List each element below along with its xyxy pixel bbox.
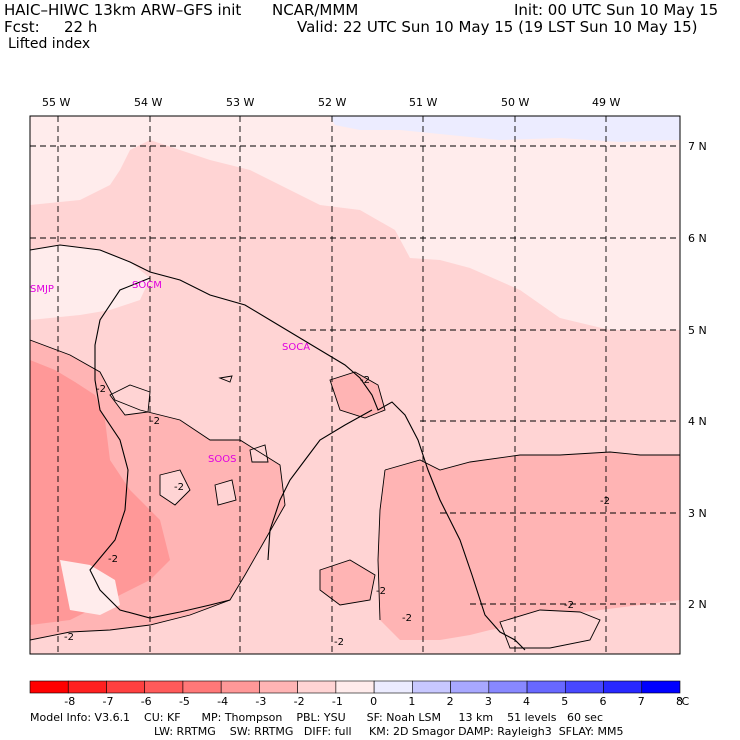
model-info-line2: LW: RRTMG SW: RRTMG DIFF: full KM: 2D Sm…: [154, 725, 624, 738]
init-time: Init: 00 UTC Sun 10 May 15: [514, 1, 719, 19]
lon-label: 50 W: [501, 96, 529, 109]
colorbar-tick: -3: [255, 695, 266, 708]
contour-label: -2: [108, 554, 118, 565]
colorbar-tick: 0: [370, 695, 377, 708]
map-frame: [29, 115, 681, 655]
colorbar-tick: -4: [217, 695, 228, 708]
colorbar-swatch: [412, 680, 451, 694]
contour-label: -2: [564, 600, 574, 611]
lon-label: 55 W: [42, 96, 70, 109]
lon-label: 49 W: [592, 96, 620, 109]
colorbar-swatch: [450, 680, 490, 694]
lat-label: 5 N: [688, 324, 707, 337]
grid-lines: [30, 116, 680, 654]
colorbar-tick: 4: [523, 695, 530, 708]
longitude-labels: 55 W 54 W 53 W 52 W 51 W 50 W 49 W: [42, 96, 620, 109]
contour-label: -2: [360, 375, 370, 386]
light-patch-sw: [60, 560, 120, 615]
lat-label: 6 N: [688, 232, 707, 245]
colorbar-tick: 3: [485, 695, 492, 708]
colorbar-tick: -5: [179, 695, 190, 708]
station-soca: SOCA: [282, 342, 310, 353]
blob-1: [110, 385, 150, 415]
lon-label: 52 W: [318, 96, 346, 109]
colorbar-swatch: [603, 680, 643, 694]
lon-label: 54 W: [134, 96, 162, 109]
light-patch-se: [500, 610, 600, 648]
org-label: NCAR/MMM: [272, 1, 359, 19]
colorbar-tick: 1: [408, 695, 415, 708]
colorbar-unit: °C: [676, 695, 690, 708]
colorbar-tick: 7: [638, 695, 645, 708]
colorbar-tick: -7: [102, 695, 113, 708]
zone-minus3-sw: [30, 360, 170, 625]
colorbar-swatch: [67, 680, 107, 694]
colorbar-tick: -6: [141, 695, 152, 708]
colorbar-tick: -2: [294, 695, 305, 708]
colorbar-tick: -8: [64, 695, 75, 708]
blob-2: [160, 470, 190, 505]
colorbar-swatch: [641, 680, 681, 694]
contour-label: -2: [150, 416, 160, 427]
station-smjp: SMJP: [30, 284, 54, 295]
colorbar-swatch: [564, 680, 604, 694]
contour-label: -2: [376, 586, 386, 597]
colorbar: -8 -7 -6 -5 -4 -3 -2 -1 0 1 2 3 4 5 6 7 8°C: [29, 680, 690, 708]
light-zone-north: [30, 116, 680, 330]
colorbar-swatch: [144, 680, 184, 694]
lat-label: 7 N: [688, 140, 707, 153]
contour-lines: [29, 339, 680, 649]
colorbar-swatch: [297, 680, 337, 694]
contour-label: -2: [600, 496, 610, 507]
colorbar-swatch: [526, 680, 566, 694]
forecast-label: Fcst:: [4, 18, 40, 36]
lon-label: 53 W: [226, 96, 254, 109]
latitude-labels: 7 N 6 N 5 N 4 N 3 N 2 N: [688, 140, 707, 611]
zone-minus2-south: [320, 560, 375, 605]
model-info-line1: Model Info: V3.6.1 CU: KF MP: Thompson P…: [30, 711, 603, 724]
zone-minus2-east: [378, 452, 680, 640]
contour-label: -2: [174, 482, 184, 493]
contour-label: -2: [334, 637, 344, 648]
colorbar-swatch: [182, 680, 222, 694]
zone-minus2-coast: [330, 372, 385, 418]
colorbar-tick: 8: [676, 695, 683, 708]
contour-label: -2: [402, 613, 412, 624]
blob-3: [215, 480, 236, 505]
model-title: HAIC–HIWC 13km ARW–GFS init: [4, 1, 242, 19]
coastline-borders: [29, 244, 526, 651]
colorbar-tick: 6: [600, 695, 607, 708]
colorbar-swatch: [106, 680, 146, 694]
station-soos: SOOS: [208, 454, 236, 465]
field-name: Lifted index: [8, 36, 91, 52]
lon-label: 51 W: [409, 96, 437, 109]
contour-label: -2: [96, 384, 106, 395]
colorbar-swatch: [259, 680, 298, 694]
colorbar-swatch: [220, 680, 260, 694]
station-labels: SMJP SOCM SOCA SOOS: [30, 280, 310, 465]
colorbar-swatch: [335, 680, 375, 694]
lat-label: 3 N: [688, 507, 707, 520]
forecast-hour: 22 h: [64, 18, 98, 36]
lat-label: 2 N: [688, 598, 707, 611]
positive-zone-north: [330, 116, 680, 142]
colorbar-tick: -1: [332, 695, 343, 708]
colorbar-tick: 5: [561, 695, 568, 708]
colorbar-tick: 2: [447, 695, 454, 708]
valid-time: Valid: 22 UTC Sun 10 May 15 (19 LST Sun …: [297, 18, 698, 36]
colorbar-swatch: [373, 680, 413, 694]
lat-label: 4 N: [688, 415, 707, 428]
contour-labels: -2 -2 -2 -2 -2 -2 -2 -2 -2 -2 -2: [64, 375, 610, 648]
colorbar-swatch: [488, 680, 528, 694]
colorbar-swatch: [29, 680, 69, 694]
contour-label: -2: [64, 632, 74, 643]
light-zone-west: [30, 245, 150, 320]
station-socm: SOCM: [132, 280, 162, 291]
